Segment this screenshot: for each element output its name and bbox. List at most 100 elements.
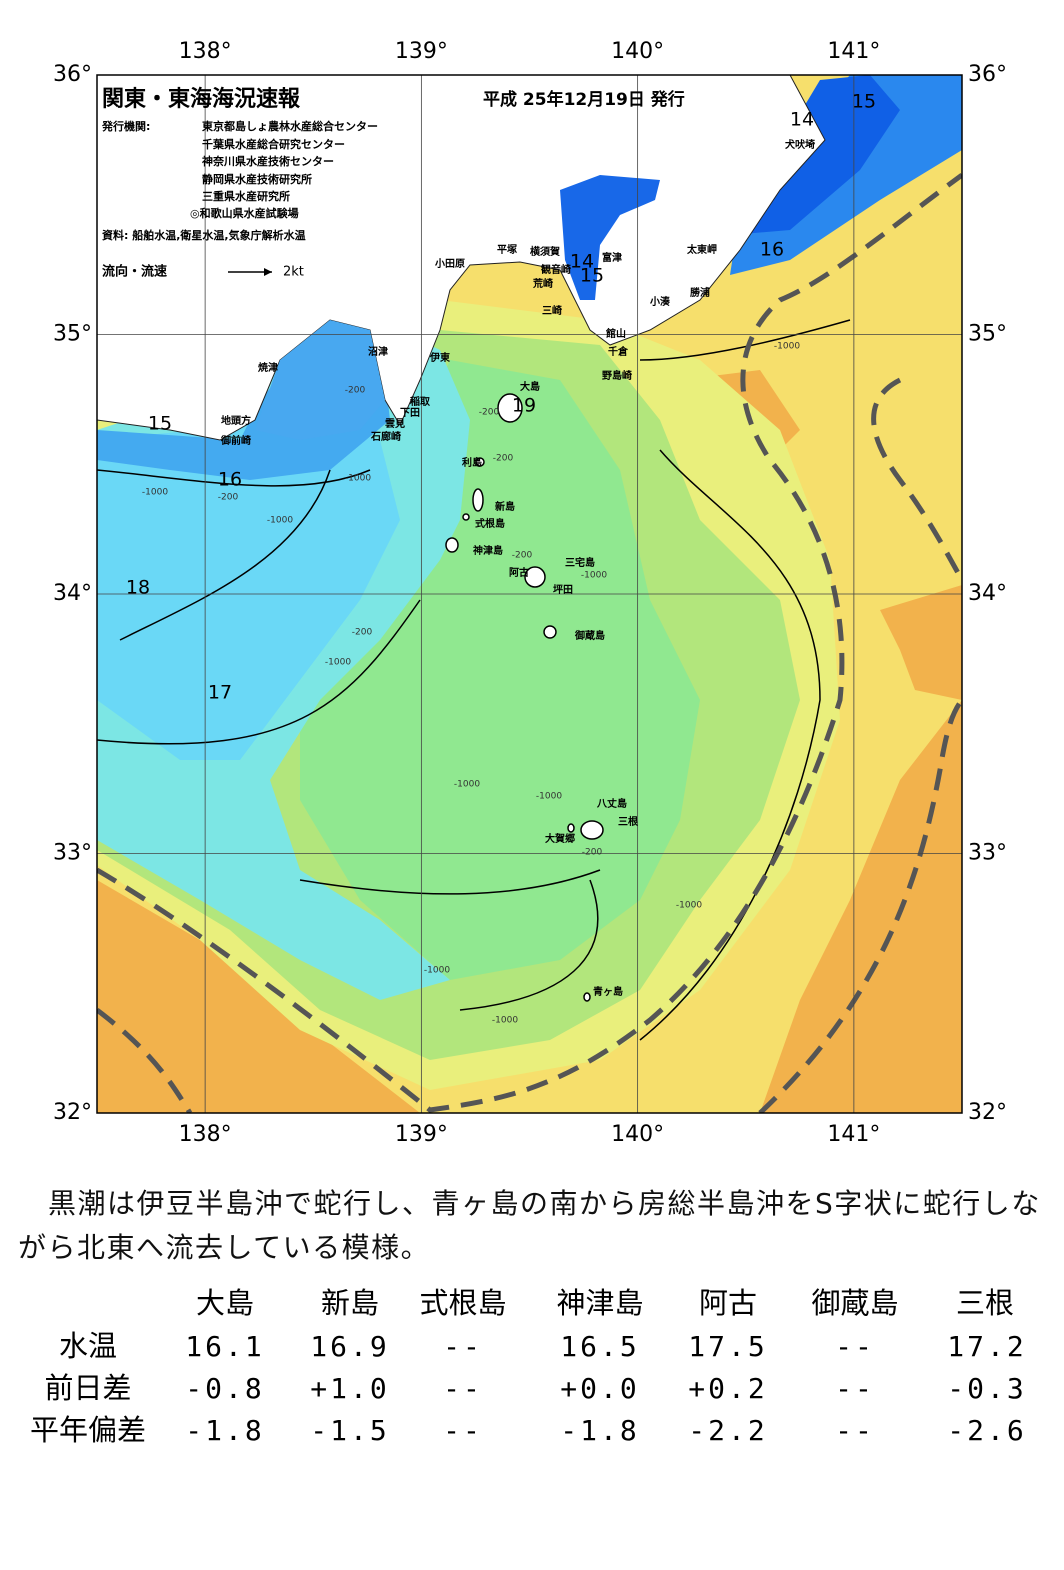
isotherm <box>639 319 851 1041</box>
issuer: 神奈川県水産技術センター <box>202 154 334 168</box>
cell: -- <box>835 1372 875 1405</box>
lon-label: 141° <box>827 39 880 64</box>
place-name: 荒崎 <box>532 277 553 290</box>
island <box>580 820 604 840</box>
cell: -- <box>443 1330 483 1363</box>
kuroshio <box>758 698 962 1113</box>
island <box>475 457 485 467</box>
depth-label: -1000 <box>142 488 168 498</box>
column-header: 御蔵島 <box>811 1286 898 1320</box>
issuer: 静岡県水産技術研究所 <box>202 172 312 186</box>
cell: -- <box>835 1414 875 1447</box>
place-name: 地頭方 <box>221 414 251 427</box>
isotherm-label: 16 <box>760 239 784 261</box>
cell: 17.2 <box>947 1330 1026 1363</box>
lon-label: 141° <box>827 1122 880 1147</box>
isotherm-label: 15 <box>580 265 604 287</box>
depth-label: -1000 <box>581 571 607 581</box>
lon-label: 138° <box>179 39 232 64</box>
issuer: 三重県水産研究所 <box>202 189 290 203</box>
lat-label: 33° <box>968 841 1007 866</box>
island <box>567 823 575 833</box>
island <box>462 513 470 521</box>
cell: -2.2 <box>688 1414 767 1447</box>
map-frame <box>96 74 963 1114</box>
depth-label: -200 <box>345 386 366 396</box>
cell: 16.5 <box>560 1330 639 1363</box>
cell: -- <box>443 1372 483 1405</box>
place-name: 犬吠埼 <box>785 138 815 151</box>
depth-label: -200 <box>582 848 603 858</box>
place-name: 利島 <box>462 456 482 469</box>
isotherm <box>97 469 601 1011</box>
cell: -- <box>443 1414 483 1447</box>
place-name: 御前崎 <box>220 434 251 447</box>
place-name: 館山 <box>605 327 626 340</box>
depth-label: -1000 <box>492 1016 518 1026</box>
map-title: 関東・東海海況速報 <box>102 86 301 112</box>
column-header: 式根島 <box>419 1286 506 1320</box>
lon-label: 139° <box>395 39 448 64</box>
legend-scale: 2kt <box>283 265 304 280</box>
row-header: 平年偏差 <box>30 1413 146 1447</box>
issuer-label: 発行機関: <box>101 119 150 133</box>
place-name: 三根 <box>618 815 638 828</box>
place-name: 式根島 <box>475 517 505 530</box>
column-header: 神津島 <box>556 1286 643 1320</box>
place-name: 下田 <box>400 407 420 419</box>
isotherm-label: 14 <box>790 109 814 131</box>
isotherm-label: 16 <box>218 469 242 491</box>
cell: -2.6 <box>947 1414 1026 1447</box>
depth-label: -1000 <box>774 342 800 352</box>
lat-label: 34° <box>968 581 1007 606</box>
lon-label: 140° <box>611 39 664 64</box>
isotherm-label: 19 <box>512 395 536 417</box>
lon-label: 140° <box>611 1122 664 1147</box>
cell: +1.0 <box>310 1372 389 1405</box>
place-name: 八丈島 <box>596 797 627 810</box>
isotherm-label: 15 <box>852 91 876 113</box>
lon-label: 139° <box>395 1122 448 1147</box>
isotherm-label: 15 <box>148 413 172 435</box>
lat-label: 32° <box>53 1100 92 1125</box>
cell: -1.8 <box>185 1414 264 1447</box>
lat-label: 35° <box>53 322 92 347</box>
place-name: 平塚 <box>497 243 517 256</box>
column-header: 阿古 <box>699 1286 757 1320</box>
place-name: 大島 <box>520 380 540 393</box>
sea-orange <box>880 585 962 700</box>
cell: +0.0 <box>560 1372 639 1405</box>
place-name: 観音崎 <box>541 263 571 276</box>
issue-date: 平成 25年12月19日 発行 <box>483 89 685 110</box>
place-name: 沼津 <box>368 345 388 358</box>
page: 犬吠埼 太東岬 勝浦 小湊 富津 横須賀 観音崎 平塚 小田原 荒崎 三崎 館山 千倉 野島崎 沼津 焼津 伊東… <box>18 39 1040 1447</box>
lat-label: 36° <box>968 62 1007 87</box>
place-name: 富津 <box>602 251 622 264</box>
cell: -0.3 <box>947 1372 1026 1405</box>
lat-label: 32° <box>968 1100 1007 1125</box>
place-name: 千倉 <box>608 345 629 358</box>
issuer: ◎和歌山県水産試験場 <box>190 206 299 220</box>
place-name: 阿古 <box>509 566 529 579</box>
place-name: 御蔵島 <box>574 629 605 642</box>
place-name: 青ヶ島 <box>593 985 623 998</box>
sea-cool <box>97 420 400 760</box>
depth-label: -1000 <box>454 780 480 790</box>
cell: -- <box>835 1330 875 1363</box>
depth-label: -1000 <box>676 901 702 911</box>
depth-label: -200 <box>493 454 514 464</box>
place-name: 小田原 <box>434 257 465 270</box>
cell: 16.9 <box>310 1330 389 1363</box>
kuroshio <box>97 1008 193 1113</box>
place-name: 坪田 <box>553 583 573 596</box>
place-name: 石廊崎 <box>370 430 401 443</box>
column-header: 大島 <box>196 1286 254 1320</box>
place-name: 新島 <box>495 500 515 513</box>
depth-label: -1000 <box>345 474 371 484</box>
sea-orange <box>97 880 420 1113</box>
depth-label: -1000 <box>267 516 293 526</box>
isotherm-label: 18 <box>126 577 150 599</box>
island <box>472 488 484 512</box>
cell: -1.8 <box>560 1414 639 1447</box>
